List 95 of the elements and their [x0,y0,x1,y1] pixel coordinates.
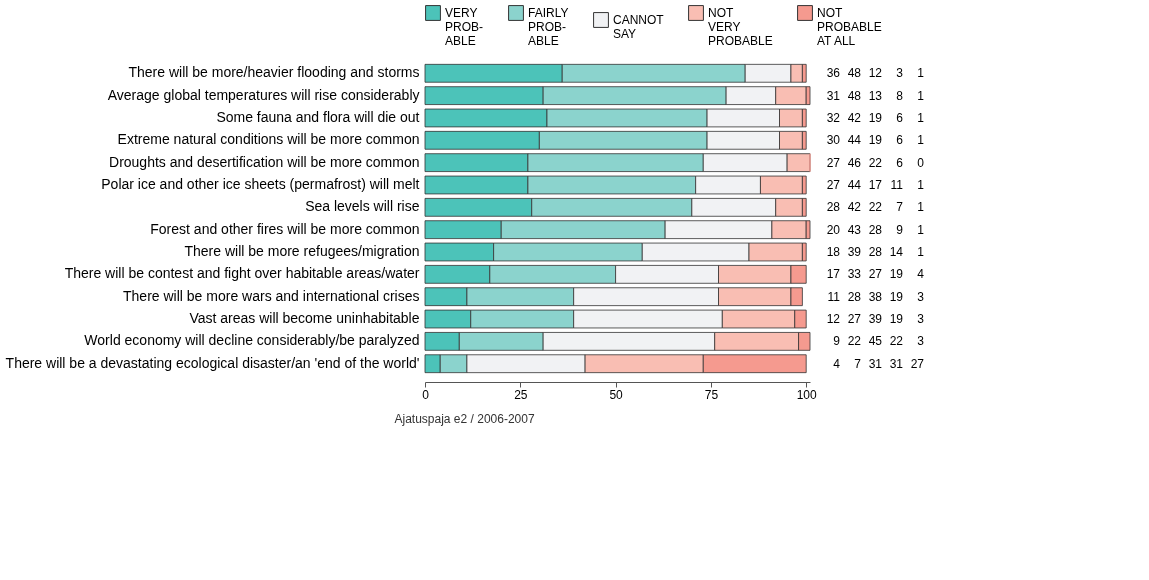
data-label: 19 [868,133,883,148]
data-label: 42 [847,110,862,125]
data-label: 39 [868,312,883,327]
data-label: 1 [917,222,925,237]
data-label: 19 [889,312,904,327]
x-tick-label: 100 [796,387,818,402]
data-label: 31 [826,88,841,103]
data-label: 39 [847,245,862,260]
data-label: 27 [826,177,841,192]
data-label: 6 [896,155,904,170]
data-label: 22 [868,155,883,170]
data-label: 13 [868,88,883,103]
data-label: 27 [868,267,883,282]
data-label: 30 [826,133,841,148]
y-tick-label: Sea levels will rise [305,198,420,215]
data-label: 18 [826,245,841,260]
y-tick-label: Some fauna and flora will die out [216,108,420,125]
x-tick-label: 50 [609,387,624,402]
data-label: 28 [847,289,862,304]
data-label: 19 [889,289,904,304]
data-label: 4 [917,267,925,282]
data-label: 27 [847,312,862,327]
x-tick-label: 25 [514,387,528,402]
legend-label: CANNOT SAY [613,13,665,41]
data-label: 22 [868,200,883,215]
data-label: 45 [868,334,883,349]
data-label: 7 [854,356,862,371]
y-tick-label: There will be more wars and international crises [123,287,420,304]
data-label: 6 [896,133,904,148]
legend-label: VERY PROB- ABLE [445,6,484,48]
data-label: 14 [889,245,904,260]
data-label: 48 [847,88,862,103]
data-label: 7 [896,200,904,215]
data-label: 38 [868,289,883,304]
data-label: 27 [826,155,841,170]
data-label: 32 [826,110,841,125]
y-tick-label: Polar ice and other ice sheets (permafrost) will melt [101,175,420,192]
y-tick-label: There will be contest and fight over habitable areas/water [64,265,420,282]
data-label: 42 [847,200,862,215]
data-label: 17 [826,267,841,282]
data-label: 9 [896,222,904,237]
y-tick-label: There will be a devastating ecological disaster/an 'end of the world' [5,354,420,371]
data-label: 44 [847,133,862,148]
data-label: 22 [847,334,862,349]
data-label: 28 [826,200,841,215]
y-tick-label: There will be more/heavier flooding and storms [128,64,420,81]
data-label: 31 [868,356,883,371]
x-tick-label: 0 [422,387,430,402]
data-label: 9 [833,334,841,349]
data-label: 1 [917,200,925,215]
data-label: 12 [826,312,841,327]
data-label: 11 [827,289,841,304]
data-label: 46 [847,155,862,170]
x-tick-label: 75 [704,387,719,402]
data-label: 12 [868,66,883,81]
data-label: 44 [847,177,862,192]
legend-label: NOT PROBABLE AT ALL [817,6,882,48]
y-tick-label: Vast areas will become uninhabitable [189,310,420,327]
data-label: 0 [917,155,925,170]
data-label: 6 [896,110,904,125]
y-tick-label: World economy will decline considerably/be paralyzed [84,332,420,349]
data-label: 1 [917,110,925,125]
y-tick-label: Droughts and desertification will be more common [109,153,420,170]
data-label: 11 [890,177,904,192]
data-label: 19 [889,267,904,282]
data-label: 3 [896,66,904,81]
data-label: 28 [868,245,883,260]
data-label: 19 [868,110,883,125]
data-label: 48 [847,66,862,81]
data-label: 3 [917,312,925,327]
data-label: 20 [826,222,841,237]
data-label: 36 [826,66,841,81]
text: Ajatuspaja e2 / 2006-2007 [394,412,535,426]
y-tick-label: There will be more refugees/migration [184,243,420,260]
data-label: 1 [917,133,925,148]
data-label: 27 [910,356,925,371]
data-label: 8 [896,88,904,103]
y-tick-label: Extreme natural conditions will be more common [117,131,420,148]
data-label: 31 [889,356,904,371]
data-label: 22 [889,334,904,349]
data-label: 3 [917,334,925,349]
data-label: 1 [917,88,925,103]
legend-label: FAIRLY PROB- ABLE [528,6,569,48]
y-tick-label: Forest and other fires will be more common [150,220,420,237]
data-label: 4 [833,356,841,371]
data-label: 43 [847,222,862,237]
data-label: 3 [917,289,925,304]
data-label: 28 [868,222,883,237]
data-label: 1 [917,245,925,260]
legend-label: NOT VERY PROBABLE [708,6,773,48]
data-label: 1 [917,66,925,81]
data-label: 17 [868,177,883,192]
y-tick-label: Average global temperatures will rise considerably [107,86,420,103]
data-label: 1 [917,177,925,192]
data-label: 33 [847,267,862,282]
